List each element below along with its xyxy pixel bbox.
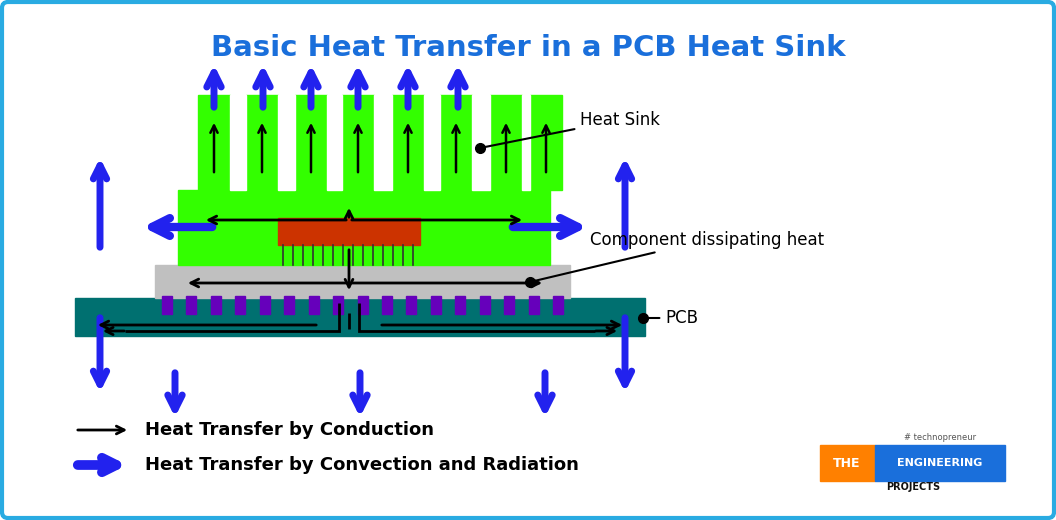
Bar [479,296,490,314]
Bar [284,296,295,314]
Bar [530,95,562,190]
Bar [472,95,490,190]
Bar [821,445,875,481]
Bar [308,296,319,314]
Bar [504,296,514,314]
Text: PROJECTS: PROJECTS [886,482,940,492]
Bar [358,296,367,314]
Bar [392,95,425,190]
Text: Heat Transfer by Conduction: Heat Transfer by Conduction [145,421,434,439]
Bar [529,296,539,314]
Bar [333,296,343,314]
Bar [455,296,466,314]
Bar [425,95,440,190]
Text: THE: THE [833,457,861,470]
Bar [490,95,522,190]
Bar [382,296,392,314]
Bar [407,296,416,314]
Bar [342,95,374,190]
Bar [278,95,295,190]
Text: ENGINEERING: ENGINEERING [898,458,983,468]
Bar [553,296,563,314]
Bar [295,95,327,190]
Bar [431,296,440,314]
Bar [211,296,221,314]
Text: PCB: PCB [646,309,698,327]
Bar [155,265,570,298]
Text: Component dissipating heat: Component dissipating heat [532,231,824,281]
Bar [875,445,1005,481]
Bar [327,95,342,190]
Bar [187,296,196,314]
Text: # technopreneur: # technopreneur [904,433,976,441]
Bar [199,95,230,190]
Bar [75,298,645,336]
Bar [162,296,172,314]
Bar [522,95,530,190]
Bar [440,95,472,190]
Bar [235,296,245,314]
Text: Basic Heat Transfer in a PCB Heat Sink: Basic Heat Transfer in a PCB Heat Sink [211,34,845,62]
Bar [374,95,392,190]
Bar [246,95,278,190]
Bar [230,95,246,190]
Bar [260,296,269,314]
Bar [278,218,420,245]
Bar [178,190,550,265]
Text: Heat Sink: Heat Sink [483,111,660,148]
Text: Heat Transfer by Convection and Radiation: Heat Transfer by Convection and Radiatio… [145,456,579,474]
